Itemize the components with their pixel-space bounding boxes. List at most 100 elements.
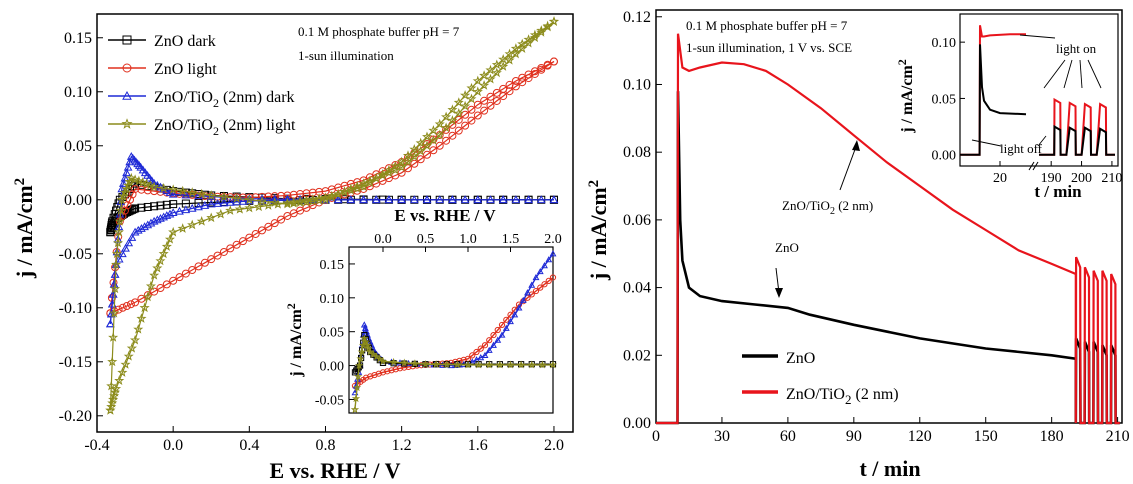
data-point [364,177,376,187]
y-tick-label: -0.20 [59,408,92,425]
inset-point [469,352,476,359]
data-point [105,319,115,328]
x-tick-label: 0.8 [315,437,335,454]
data-point [396,162,407,172]
data-point [429,146,438,155]
inset-point [515,304,523,311]
inset-point [453,360,462,369]
data-point [467,116,476,125]
data-point [314,193,325,203]
inset-point [486,337,493,344]
rinset-series [960,25,1115,156]
data-point [156,283,165,292]
inset-point [362,374,370,381]
data-point [442,136,451,145]
data-point [115,205,126,215]
legend-label: ZnO [786,350,815,367]
right-y-axis-title: j / mA/cm2 [586,180,611,281]
legend-label: ZnO light [154,61,217,78]
inset-point [506,360,515,369]
data-point [258,226,267,235]
x-tick-label: 1.5 [502,232,520,247]
data-point [288,196,299,207]
inset-y-axis-title: j / mA/cm2 [284,303,305,378]
inset-point [363,340,372,349]
data-point [168,184,179,194]
data-point [377,168,388,179]
data-point [415,145,426,156]
data-point [517,38,528,49]
data-point [422,131,433,142]
data-point [352,183,363,193]
data-point [498,195,508,204]
legend-marker [122,90,132,100]
legend-marker [122,63,132,73]
data-point [111,248,123,259]
rinset-frame [959,13,1119,167]
data-point [200,258,209,267]
data-point [384,195,394,204]
data-point [479,80,490,90]
x-tick-label: 1.2 [392,437,412,454]
inset-point [481,351,489,358]
inset-point [481,342,489,349]
data-point [326,190,337,201]
legend-marker [122,35,132,45]
data-point [162,280,171,289]
data-point [453,97,464,107]
data-point [518,73,527,82]
data-point [232,240,241,249]
data-point [139,302,150,313]
data-point [181,190,191,199]
data-point [333,195,343,204]
left-note-1: 0.1 M phosphate buffer pH = 7 [298,24,460,39]
data-point [510,43,521,53]
axis-break [1028,161,1035,171]
inset-point [400,358,409,367]
data-point [466,82,477,93]
data-point [161,241,172,251]
data-point [131,204,140,213]
curve-label-black-text: ZnO [775,240,799,255]
data-point [498,53,509,64]
inset-point [442,360,451,369]
data-point [219,247,228,256]
data-point [461,110,470,119]
left-x-axis-title: E vs. RHE / V [269,458,400,483]
x-tick-label: 180 [1040,428,1064,445]
data-point [283,194,292,203]
data-point [169,276,178,285]
data-point [486,92,495,101]
data-point [126,300,135,309]
data-point [196,188,207,199]
data-point [164,233,175,244]
data-point [155,255,166,266]
data-point [434,129,445,140]
data-point [129,174,141,184]
data-point [529,29,541,40]
inset-point [498,331,506,338]
data-point [169,200,178,209]
inset-point [485,360,494,369]
data-point [524,70,533,79]
data-point [352,180,363,191]
data-point [111,259,122,269]
data-point [121,243,130,252]
data-point [549,195,559,204]
inset-point [490,341,497,348]
inset-axes: 0.0 0.5 1.0 1.5 2.0 -0.05 0.00 0.05 0.10 0.15 [315,232,562,408]
inset-point [490,331,497,339]
data-point [206,212,217,223]
data-point [231,193,242,203]
data-point [207,255,216,264]
data-point [504,54,515,65]
data-point [168,189,178,198]
data-point [152,262,163,273]
data-point [422,195,432,204]
inset-point [503,316,510,323]
y-tick-label: 0.04 [623,280,651,297]
data-point [131,298,140,307]
y-tick-label: -0.10 [59,300,92,317]
data-point [238,196,248,205]
